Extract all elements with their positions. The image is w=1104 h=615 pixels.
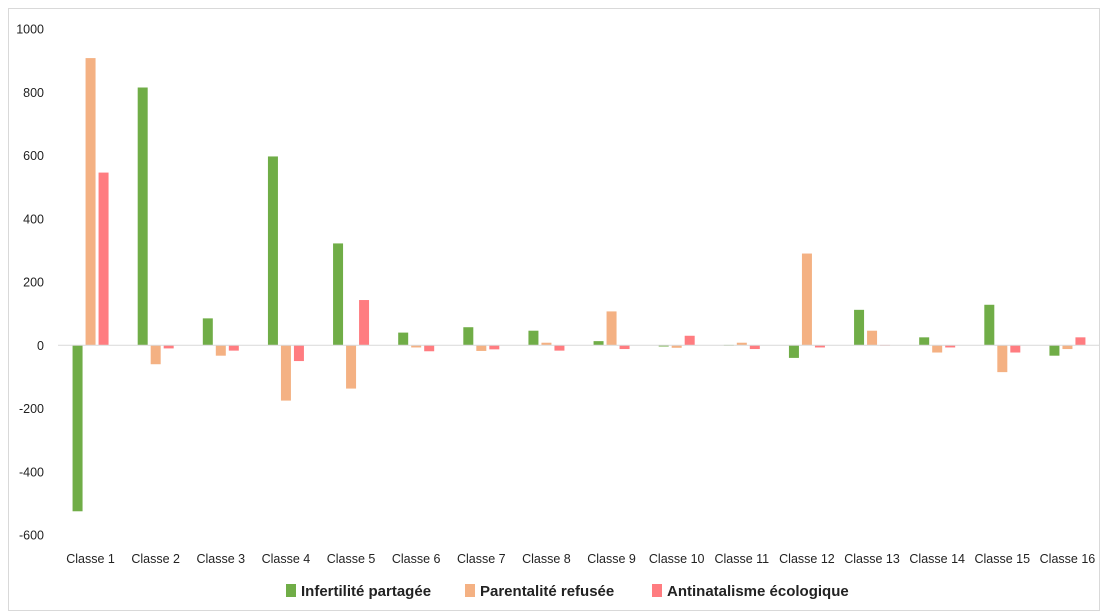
bar-classe-5-series-1: [333, 243, 344, 346]
bar-classe-12-series-3: [814, 345, 825, 348]
bar-classe-14-series-3: [945, 345, 956, 348]
bars: [72, 58, 1086, 512]
y-tick-label: 800: [23, 86, 44, 100]
legend: Infertilité partagée Parentalité refusée A…: [286, 583, 849, 600]
bar-classe-9-series-2: [606, 311, 617, 346]
bar-classe-14-series-1: [919, 337, 930, 346]
bar-classe-11-series-3: [749, 345, 760, 350]
bar-classe-11-series-2: [736, 342, 747, 346]
bar-classe-2-series-1: [137, 87, 148, 346]
x-tick-label: Classe 6: [392, 552, 441, 566]
legend-swatch: [652, 584, 662, 597]
y-tick-label: 1000: [16, 23, 44, 37]
y-tick-label: 200: [23, 276, 44, 290]
bar-classe-16-series-2: [1062, 345, 1073, 350]
x-tick-label: Classe 16: [1040, 552, 1096, 566]
legend-label: Antinatalisme écologique: [667, 583, 849, 600]
x-tick-label: Classe 13: [844, 552, 900, 566]
bar-classe-7-series-1: [463, 327, 474, 346]
x-tick-label: Classe 7: [457, 552, 506, 566]
legend-swatch: [286, 584, 296, 597]
bar-classe-8-series-3: [554, 345, 565, 351]
x-tick-label: Classe 8: [522, 552, 571, 566]
x-tick-label: Classe 14: [909, 552, 965, 566]
x-axis: Classe 1 Classe 2 Classe 3 Classe 4 Classe 5…: [58, 344, 1100, 566]
bar-classe-16-series-1: [1049, 345, 1060, 356]
x-tick-label: Classe 10: [649, 552, 705, 566]
bar-classe-15-series-2: [997, 345, 1008, 373]
x-tick-label: Classe 15: [975, 552, 1031, 566]
bar-classe-14-series-2: [932, 345, 943, 353]
bar-classe-3-series-2: [215, 345, 226, 356]
y-tick-label: 0: [37, 339, 44, 353]
bar-classe-9-series-3: [619, 345, 630, 350]
legend-label: Parentalité refusée: [480, 583, 614, 600]
legend-swatch: [465, 584, 475, 597]
bar-classe-4-series-2: [280, 345, 291, 401]
bar-classe-15-series-3: [1010, 345, 1021, 353]
bar-classe-6-series-1: [398, 332, 409, 346]
y-tick-label: 400: [23, 212, 44, 226]
bar-classe-4-series-1: [267, 156, 278, 346]
bar-classe-9-series-1: [593, 341, 604, 346]
y-tick-label: -200: [19, 402, 44, 416]
chart-frame: [8, 8, 1100, 611]
x-tick-label: Classe 1: [66, 552, 115, 566]
bar-classe-10-series-1: [658, 345, 669, 347]
x-tick-label: Classe 2: [131, 552, 180, 566]
y-tick-label: -400: [19, 465, 44, 479]
bar-classe-8-series-1: [528, 330, 539, 346]
bar-classe-1-series-1: [72, 345, 83, 512]
bar-classe-10-series-2: [671, 345, 682, 348]
bar-classe-10-series-3: [684, 335, 695, 346]
bar-classe-12-series-2: [801, 253, 812, 346]
x-tick-label: Classe 11: [714, 552, 769, 566]
bar-classe-5-series-3: [359, 300, 370, 346]
y-tick-label: 600: [23, 149, 44, 163]
y-axis: 1000 800 600 400 200 0 -200 -400 -600: [16, 23, 44, 543]
bar-classe-16-series-3: [1075, 337, 1086, 346]
bar-classe-7-series-3: [489, 345, 500, 350]
x-tick-label: Classe 9: [587, 552, 636, 566]
legend-label: Infertilité partagée: [301, 583, 431, 600]
bar-classe-1-series-3: [98, 172, 109, 346]
bar-classe-2-series-2: [150, 345, 161, 365]
bar-classe-2-series-3: [163, 345, 174, 349]
bar-classe-15-series-1: [984, 304, 995, 346]
y-tick-label: -600: [19, 529, 44, 543]
bar-classe-8-series-2: [541, 342, 552, 346]
bar-classe-6-series-2: [411, 345, 422, 348]
bar-classe-13-series-2: [867, 330, 878, 346]
bar-classe-3-series-1: [202, 318, 213, 346]
bar-classe-7-series-2: [476, 345, 487, 351]
bar-classe-5-series-2: [346, 345, 357, 389]
bar-classe-12-series-1: [788, 345, 799, 358]
x-tick-label: Classe 12: [779, 552, 835, 566]
bar-classe-1-series-2: [85, 58, 96, 346]
bar-classe-4-series-3: [293, 345, 304, 362]
x-tick-label: Classe 5: [327, 552, 376, 566]
bar-classe-6-series-3: [424, 345, 435, 352]
bar-classe-13-series-1: [854, 309, 865, 346]
bar-classe-3-series-3: [228, 345, 239, 351]
x-tick-label: Classe 4: [262, 552, 311, 566]
x-tick-label: Classe 3: [196, 552, 245, 566]
